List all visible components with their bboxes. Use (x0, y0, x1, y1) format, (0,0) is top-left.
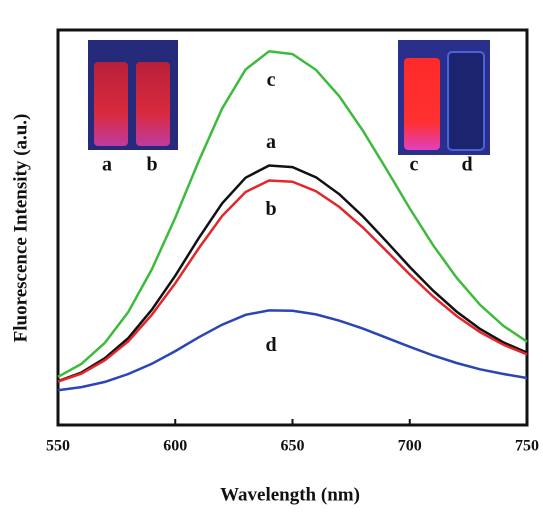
series-label: b (265, 198, 276, 220)
series-label: d (265, 334, 276, 356)
inset-label: a (102, 154, 112, 176)
line-series (57, 49, 528, 378)
x-tick-label: 600 (163, 438, 187, 455)
x-tick-label: 700 (398, 438, 422, 455)
inset-left (88, 40, 178, 180)
series-label: c (267, 69, 276, 91)
x-axis-label: Wavelength (nm) (220, 484, 360, 505)
inset-right (398, 40, 490, 155)
line-series (57, 164, 528, 383)
x-tick-label: 550 (46, 438, 70, 455)
series-label: a (266, 131, 276, 153)
line-series (57, 309, 528, 392)
y-axis-label: Fluorescence Intensity (a.u.) (10, 114, 31, 343)
inset-label: c (410, 154, 419, 176)
x-tick-label: 650 (281, 438, 305, 455)
inset-label: d (461, 154, 472, 176)
x-tick-label: 750 (515, 438, 539, 455)
line-series (57, 179, 528, 383)
inset-label: b (146, 154, 157, 176)
